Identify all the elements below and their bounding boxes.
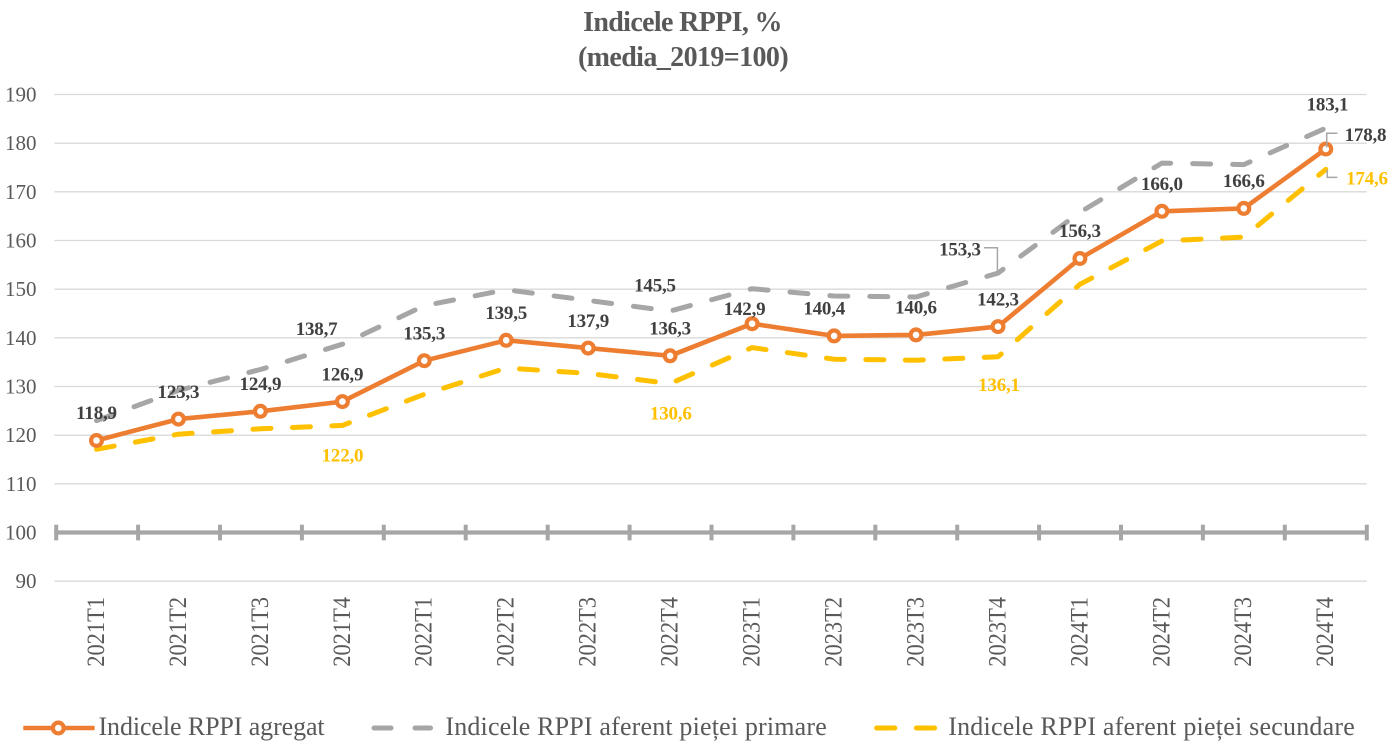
svg-text:130: 130 xyxy=(5,375,37,399)
svg-text:153,3: 153,3 xyxy=(939,240,981,261)
svg-text:183,1: 183,1 xyxy=(1307,95,1349,116)
svg-text:(media_2019=100): (media_2019=100) xyxy=(578,42,788,73)
svg-text:2021T4: 2021T4 xyxy=(329,597,357,667)
svg-text:120: 120 xyxy=(5,423,37,447)
svg-text:2021T1: 2021T1 xyxy=(83,597,111,667)
svg-text:142,3: 142,3 xyxy=(977,289,1019,310)
svg-text:174,6: 174,6 xyxy=(1346,169,1388,190)
svg-text:136,3: 136,3 xyxy=(649,319,691,340)
svg-text:126,9: 126,9 xyxy=(322,364,364,385)
svg-text:2023T4: 2023T4 xyxy=(984,597,1012,667)
svg-text:123,3: 123,3 xyxy=(158,382,200,403)
svg-text:2024T2: 2024T2 xyxy=(1148,597,1176,667)
svg-text:156,3: 156,3 xyxy=(1059,221,1101,242)
svg-text:150: 150 xyxy=(5,277,37,301)
svg-text:124,9: 124,9 xyxy=(240,374,282,395)
svg-text:138,7: 138,7 xyxy=(296,319,338,340)
svg-text:118,9: 118,9 xyxy=(76,403,117,424)
svg-text:178,8: 178,8 xyxy=(1345,125,1387,146)
svg-text:170: 170 xyxy=(5,180,37,204)
svg-text:130,6: 130,6 xyxy=(650,404,692,425)
svg-text:2022T3: 2022T3 xyxy=(574,597,602,667)
svg-text:100: 100 xyxy=(5,521,37,545)
svg-text:90: 90 xyxy=(16,569,37,593)
svg-text:190: 190 xyxy=(5,83,37,107)
svg-text:180: 180 xyxy=(5,131,37,155)
svg-text:139,5: 139,5 xyxy=(485,303,527,324)
svg-text:110: 110 xyxy=(6,472,37,496)
svg-text:142,9: 142,9 xyxy=(724,299,766,320)
svg-text:140,6: 140,6 xyxy=(895,298,937,319)
svg-text:2023T1: 2023T1 xyxy=(738,597,766,667)
svg-text:140,4: 140,4 xyxy=(803,299,845,320)
svg-text:136,1: 136,1 xyxy=(978,375,1020,396)
svg-text:Indicele RPPI aferent pieței s: Indicele RPPI aferent pieței secundare xyxy=(948,712,1355,741)
svg-text:2022T2: 2022T2 xyxy=(492,597,520,667)
svg-text:137,9: 137,9 xyxy=(567,311,609,332)
svg-text:2024T4: 2024T4 xyxy=(1312,597,1340,667)
svg-text:122,0: 122,0 xyxy=(322,446,364,467)
svg-text:Indicele RPPI aferent pieței p: Indicele RPPI aferent pieței primare xyxy=(445,712,827,741)
svg-text:166,6: 166,6 xyxy=(1223,171,1265,192)
svg-text:2024T1: 2024T1 xyxy=(1066,597,1094,667)
svg-text:160: 160 xyxy=(5,229,37,253)
svg-text:Indicele RPPI agregat: Indicele RPPI agregat xyxy=(99,712,326,741)
svg-text:166,0: 166,0 xyxy=(1141,174,1183,195)
svg-text:2024T3: 2024T3 xyxy=(1230,597,1258,667)
svg-text:145,5: 145,5 xyxy=(634,276,676,297)
svg-text:2023T3: 2023T3 xyxy=(902,597,930,667)
svg-text:2021T2: 2021T2 xyxy=(165,597,193,667)
svg-text:Indicele RPPI, %: Indicele RPPI, % xyxy=(583,7,782,38)
svg-text:2022T4: 2022T4 xyxy=(656,597,684,667)
svg-text:135,3: 135,3 xyxy=(403,323,445,344)
svg-text:2021T3: 2021T3 xyxy=(247,597,275,667)
svg-text:2022T1: 2022T1 xyxy=(410,597,438,667)
svg-text:140: 140 xyxy=(5,326,37,350)
svg-text:2023T2: 2023T2 xyxy=(820,597,848,667)
